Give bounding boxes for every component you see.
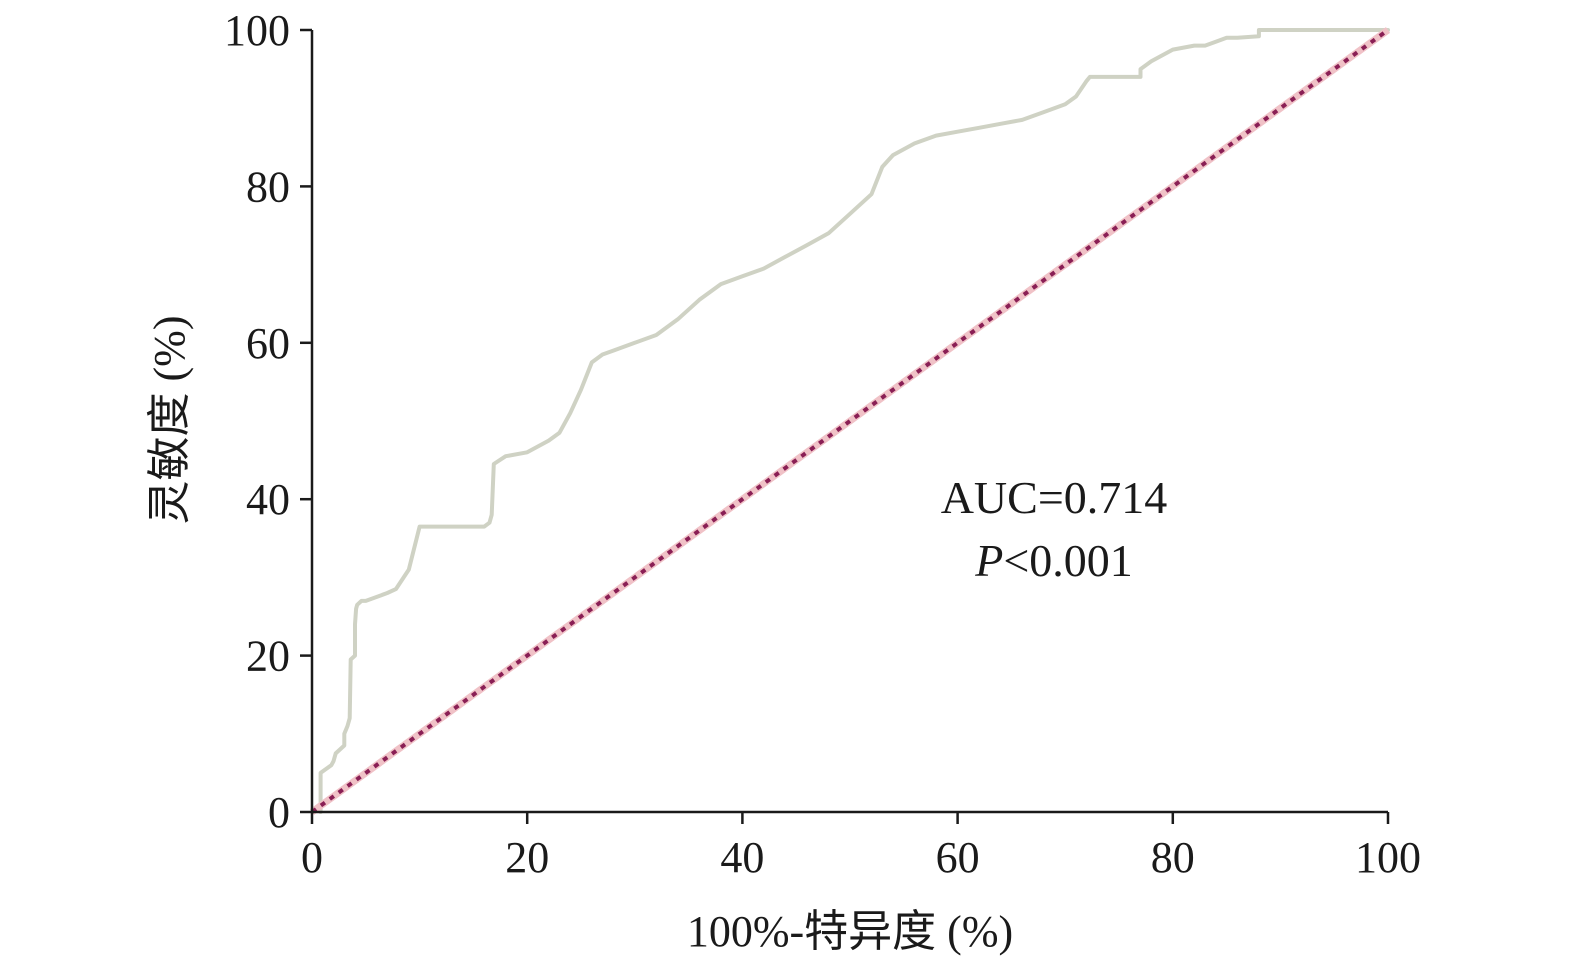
x-tick-label: 20 [505, 833, 549, 882]
x-tick-label: 40 [720, 833, 764, 882]
x-tick-label: 60 [936, 833, 980, 882]
p-value-symbol: P [974, 535, 1003, 586]
axes [310, 30, 1388, 814]
x-axis-title: 100%-特异度 (%) [687, 907, 1013, 956]
reference-line [310, 28, 1390, 814]
y-tick-label: 100 [224, 6, 290, 55]
p-value-annotation: P<0.001 [974, 535, 1133, 586]
x-tick-label: 0 [301, 833, 323, 882]
y-axis-title: 灵敏度 (%) [145, 316, 194, 525]
ticks: 0 20 40 60 80 100 0 20 40 60 80 100 [224, 6, 1421, 882]
roc-curve [318, 28, 1390, 814]
y-tick-label: 60 [246, 319, 290, 368]
p-value-text: <0.001 [1003, 535, 1132, 586]
y-tick-label: 80 [246, 162, 290, 211]
x-tick-label: 100 [1355, 833, 1421, 882]
auc-annotation: AUC=0.714 [941, 472, 1168, 523]
plot-area [309, 27, 1391, 815]
y-tick-label: 0 [268, 788, 290, 837]
x-tick-label: 80 [1151, 833, 1195, 882]
y-tick-label: 40 [246, 475, 290, 524]
y-tick-label: 20 [246, 632, 290, 681]
